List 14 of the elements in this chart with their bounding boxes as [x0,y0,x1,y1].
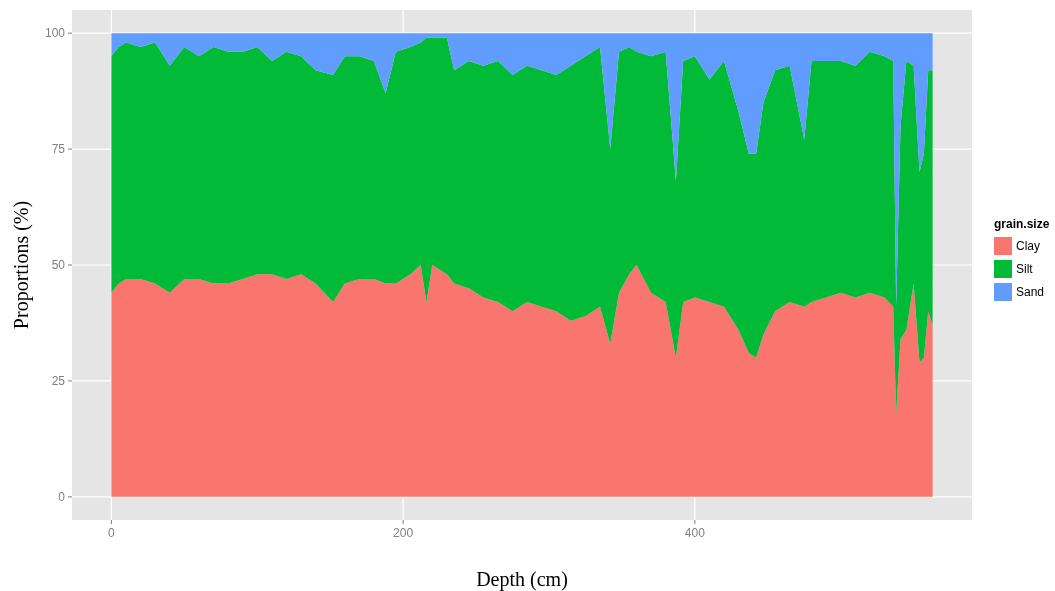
legend-label: Sand [1016,285,1045,300]
y-tick-label: 25 [51,374,66,389]
x-tick-label: 200 [393,526,414,540]
y-axis-title: Proportions (%) [10,200,33,330]
x-axis-title: Depth (cm) [476,568,568,591]
y-tick-label: 0 [58,490,66,505]
y-tick-label: 100 [44,26,66,41]
legend-title: grain.size [994,217,1050,231]
y-tick-label: 75 [51,142,66,157]
legend-label: Silt [1016,262,1034,277]
x-tick-label: 400 [684,526,706,540]
legend-label: Clay [1016,239,1041,254]
x-tick-label: 0 [108,526,116,540]
y-tick-label: 50 [51,258,66,273]
